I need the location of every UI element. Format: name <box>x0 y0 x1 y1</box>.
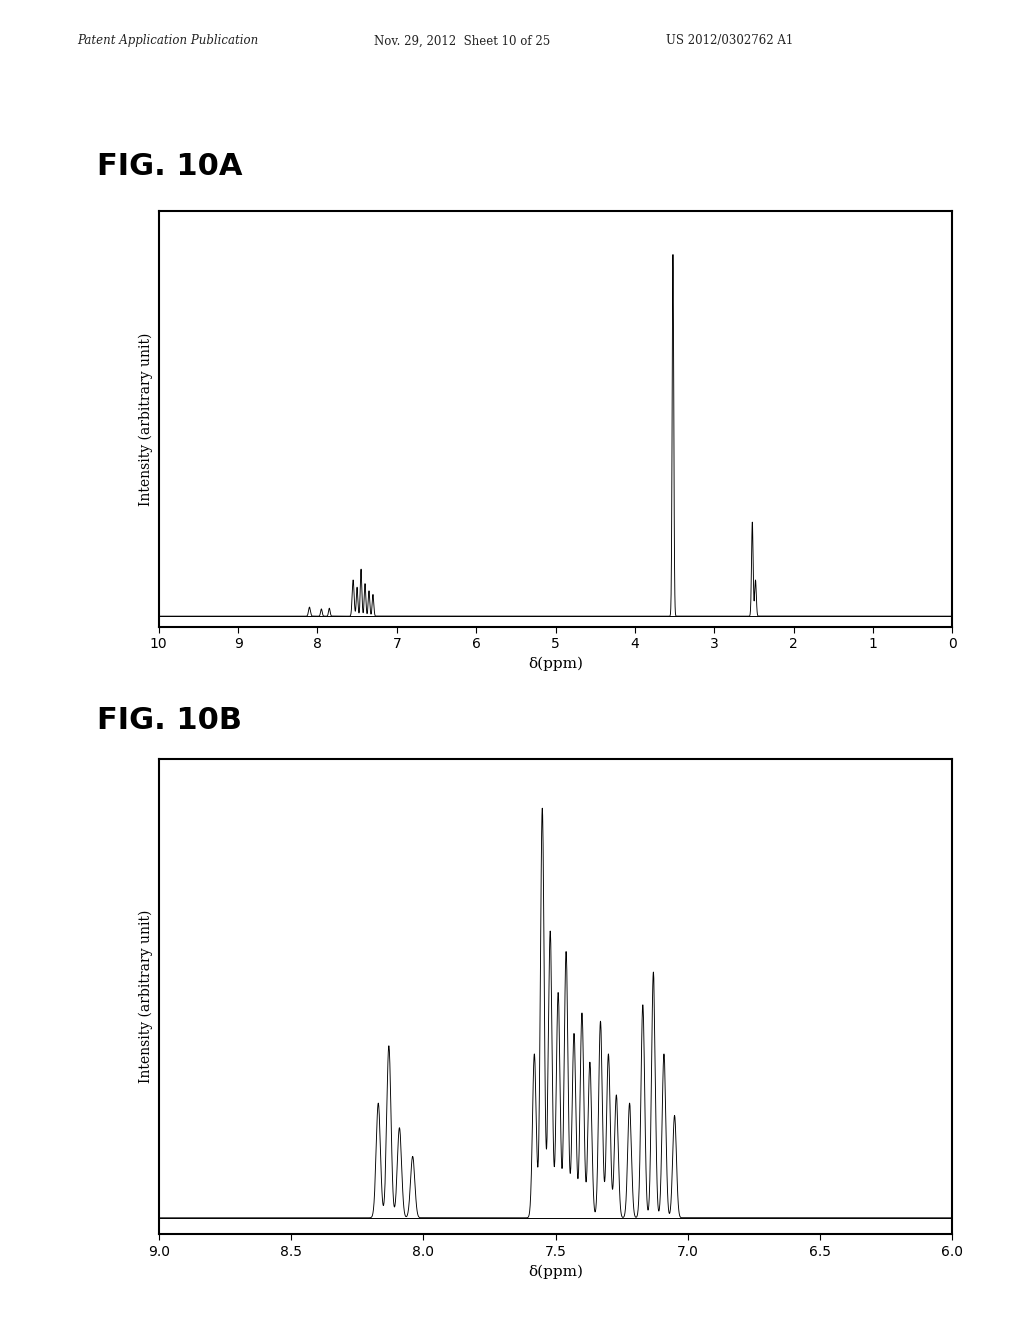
X-axis label: δ(ppm): δ(ppm) <box>528 657 583 672</box>
Y-axis label: Intensity (arbitrary unit): Intensity (arbitrary unit) <box>139 909 154 1084</box>
Text: Patent Application Publication: Patent Application Publication <box>77 34 258 48</box>
Text: FIG. 10A: FIG. 10A <box>97 152 243 181</box>
Y-axis label: Intensity (arbitrary unit): Intensity (arbitrary unit) <box>139 333 154 506</box>
X-axis label: δ(ppm): δ(ppm) <box>528 1265 583 1279</box>
Text: Nov. 29, 2012  Sheet 10 of 25: Nov. 29, 2012 Sheet 10 of 25 <box>374 34 550 48</box>
Text: FIG. 10B: FIG. 10B <box>97 706 243 735</box>
Text: US 2012/0302762 A1: US 2012/0302762 A1 <box>666 34 793 48</box>
